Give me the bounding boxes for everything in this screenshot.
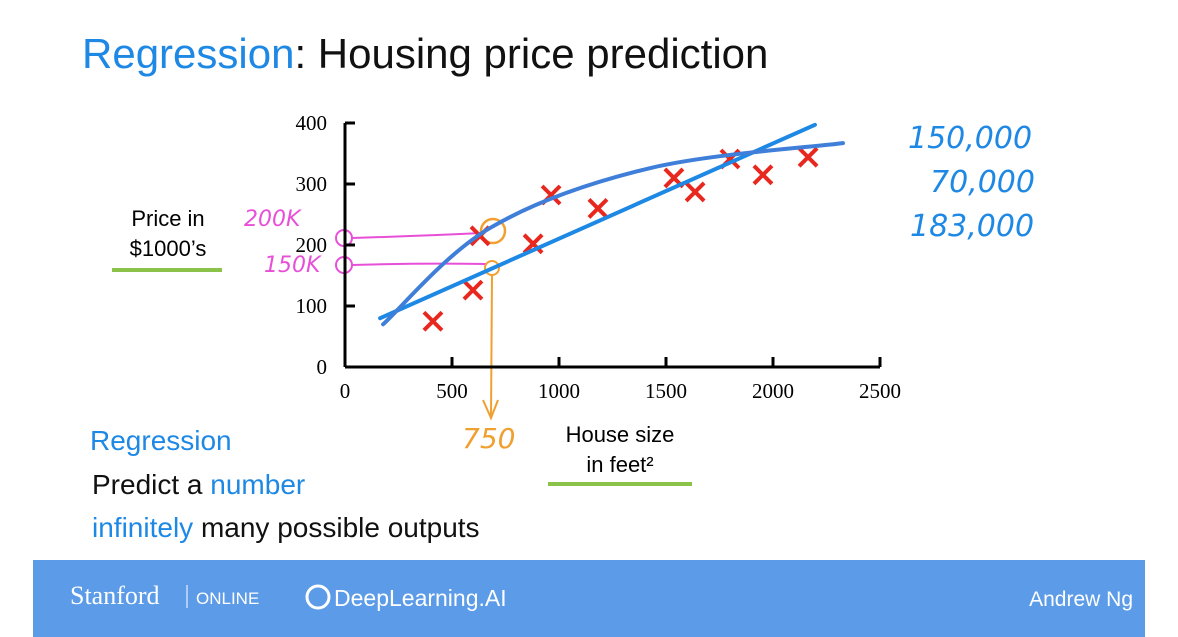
footer-brand-sub: ONLINE xyxy=(196,589,259,608)
annotation: 200K xyxy=(244,207,302,232)
note-text: infinitely xyxy=(92,512,193,543)
y-label: $1000’s xyxy=(130,236,207,261)
y-tick-label: 300 xyxy=(296,172,328,196)
x-tick-label: 2000 xyxy=(752,379,794,403)
x-tick-label: 2500 xyxy=(859,379,901,403)
x-tick-label: 500 xyxy=(436,379,468,403)
slide-title: Regression: Housing price prediction xyxy=(82,30,768,77)
point xyxy=(797,146,819,168)
note-heading: Regression xyxy=(90,425,232,456)
x-label: in feet² xyxy=(586,452,653,477)
note-text: many possible outputs xyxy=(193,512,479,543)
arrow xyxy=(482,274,499,421)
note: Predict a number xyxy=(92,469,305,500)
footer-partner: DeepLearning.AI xyxy=(334,585,507,611)
footer-brand: Stanford xyxy=(70,581,160,610)
fit-line xyxy=(378,122,817,321)
note-text: number xyxy=(210,469,305,500)
title-rest: : Housing price prediction xyxy=(294,30,768,77)
y-label: Price in xyxy=(131,206,204,231)
x-label: House size xyxy=(566,422,675,447)
y-tick-label: 100 xyxy=(296,294,328,318)
annotation: 750 xyxy=(462,422,515,455)
point xyxy=(752,164,774,186)
note-text: Predict a xyxy=(92,469,210,500)
note: infinitely many possible outputs xyxy=(92,512,480,543)
annotation: 150K xyxy=(264,253,322,278)
point xyxy=(462,279,484,301)
x-tick-label: 1500 xyxy=(645,379,687,403)
marker xyxy=(479,217,507,245)
footer-author: Andrew Ng xyxy=(1029,588,1133,611)
point xyxy=(522,233,544,255)
point xyxy=(587,197,609,219)
x-tick-label: 1000 xyxy=(538,379,580,403)
y-tick-label: 0 xyxy=(317,355,328,379)
y-tick-label: 200 xyxy=(296,233,328,257)
title-highlight: Regression xyxy=(82,30,294,77)
handwritten: 150,000 xyxy=(908,121,1032,156)
x-tick-label: 0 xyxy=(340,379,351,403)
point xyxy=(422,310,444,332)
logo xyxy=(305,584,331,610)
fit-line xyxy=(381,141,845,327)
footer-bar xyxy=(33,560,1145,637)
handwritten: 183,000 xyxy=(910,209,1034,244)
handwritten: 70,000 xyxy=(930,165,1035,200)
y-tick-label: 400 xyxy=(296,111,328,135)
point xyxy=(684,181,706,203)
guide xyxy=(351,262,487,266)
guide xyxy=(351,232,483,239)
